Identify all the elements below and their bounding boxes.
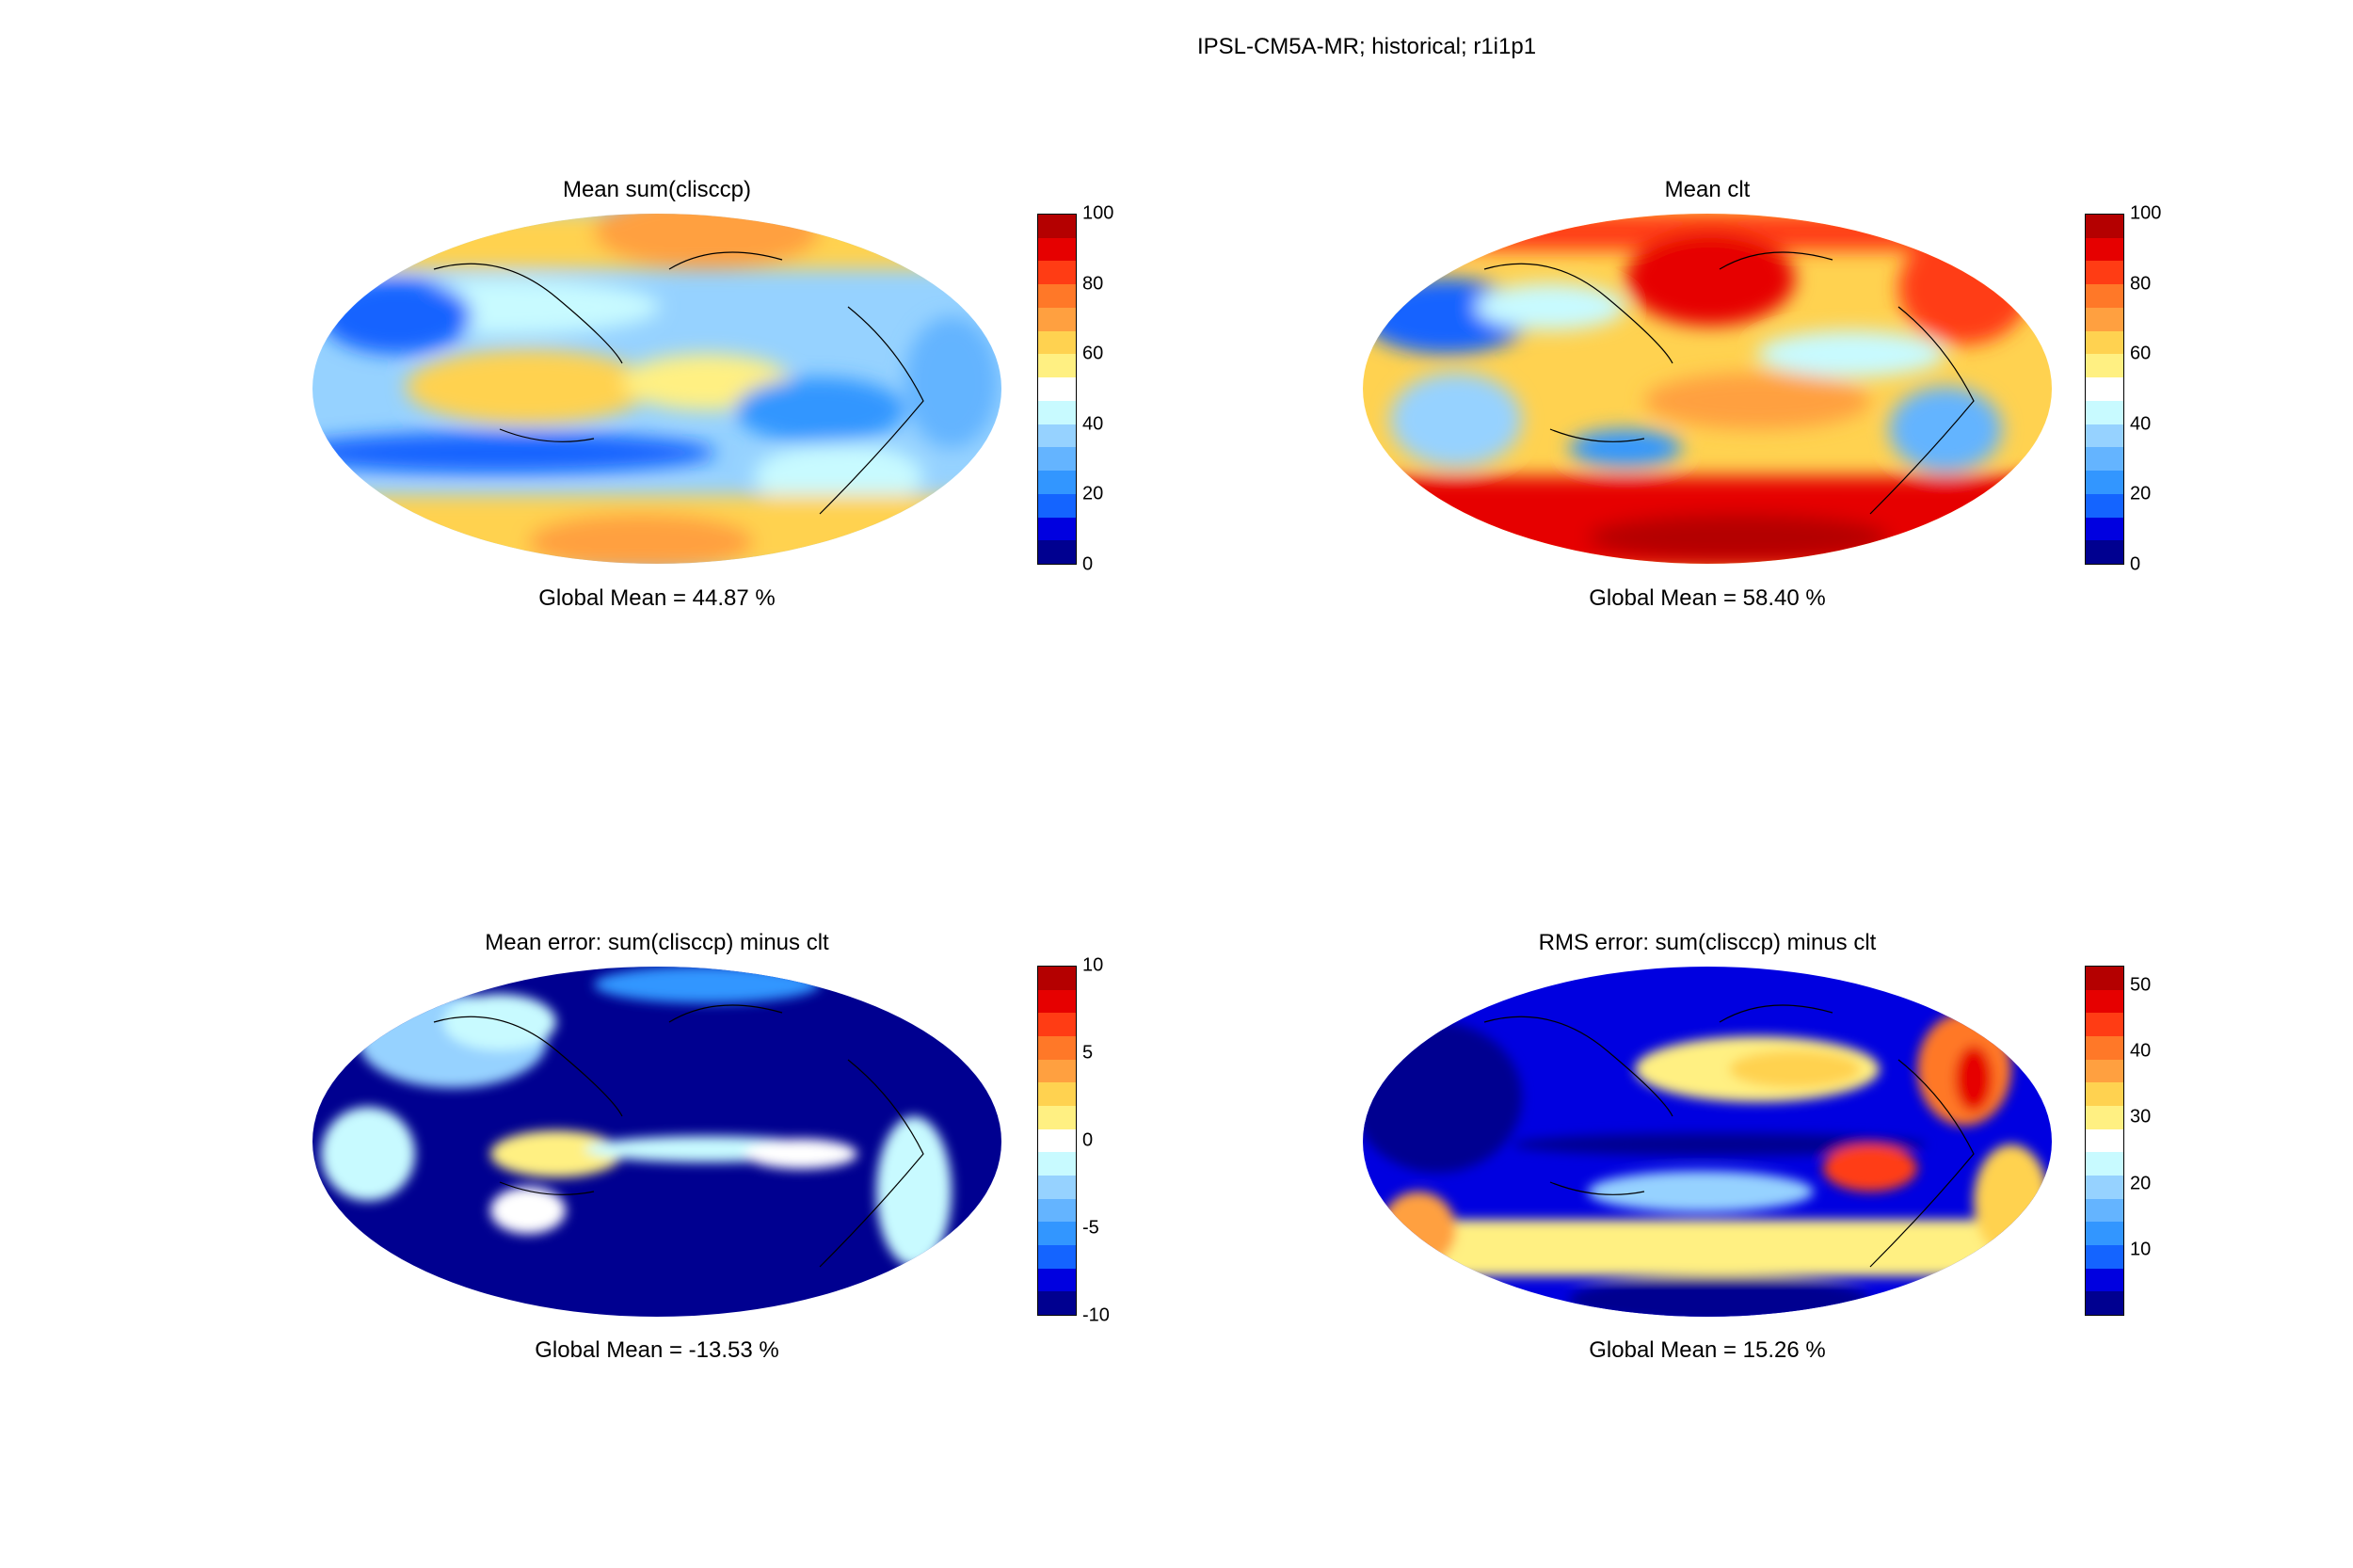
colorbar (1037, 214, 1077, 565)
tick-label: 20 (1082, 483, 1104, 504)
colorbar-segment (2086, 517, 2123, 541)
colorbar-segment (1038, 1013, 1076, 1036)
colorbar-segment (2086, 354, 2123, 378)
colorbar-segment (2086, 1128, 2123, 1153)
tick-label: 80 (2130, 273, 2152, 295)
colorbar-segment (1038, 284, 1076, 308)
colorbar-segment (2086, 237, 2123, 262)
colorbar-segment (1038, 377, 1076, 401)
colorbar-segment (2086, 966, 2123, 990)
map-mean-clt (1363, 214, 2052, 564)
tick-label: 5 (1082, 1042, 1094, 1064)
figure-title: IPSL-CM5A-MR; historical; r1i1p1 (1196, 34, 1537, 59)
colorbar-segment (2086, 330, 2123, 355)
map-rms-error (1363, 967, 2052, 1317)
colorbar-segment (1038, 471, 1076, 494)
colorbar-segment (1038, 1175, 1076, 1199)
colorbar-segment (2086, 1105, 2123, 1129)
colorbar-segment (2086, 1152, 2123, 1176)
tick-label: 60 (2130, 343, 2152, 364)
colorbar-segment (2086, 447, 2123, 472)
colorbar-segment (1038, 1268, 1076, 1292)
colorbar-segment (2086, 1175, 2123, 1199)
colorbar-segment (2086, 471, 2123, 494)
tick-label: 60 (1082, 343, 1104, 364)
colorbar-segment (2086, 424, 2123, 448)
colorbar-segment (1038, 517, 1076, 541)
tick-label: 0 (1082, 1129, 1094, 1151)
tick-label: 50 (2130, 974, 2152, 996)
colorbar-segment (1038, 989, 1076, 1014)
colorbar-segment (1038, 330, 1076, 355)
colorbar-segment (1038, 1291, 1076, 1315)
tick-label: 40 (2130, 1040, 2152, 1062)
global-mean-label: Global Mean = -13.53 % (535, 1337, 779, 1363)
global-mean-label: Global Mean = 58.40 % (1589, 585, 1826, 611)
colorbar-segment (1038, 1152, 1076, 1176)
tick-label: -5 (1082, 1217, 1099, 1239)
colorbar-segment (1038, 261, 1076, 285)
tick-label: 100 (1082, 202, 1114, 224)
colorbar-segment (1038, 400, 1076, 424)
colorbar-segment (1038, 1035, 1076, 1060)
tick-label: 30 (2130, 1106, 2152, 1128)
tick-label: 20 (2130, 1173, 2152, 1194)
colorbar-segment (2086, 1268, 2123, 1292)
colorbar-segment (2086, 1291, 2123, 1315)
colorbar-segment (1038, 1128, 1076, 1153)
colorbar-segment (2086, 284, 2123, 308)
colorbar-segment (2086, 400, 2123, 424)
tick-label: 40 (1082, 413, 1104, 435)
colorbar-segment (2086, 1059, 2123, 1083)
colorbar-segment (2086, 1035, 2123, 1060)
tick-label: 0 (2130, 553, 2141, 575)
map-mean-error (312, 967, 1001, 1317)
colorbar-segment (2086, 214, 2123, 238)
tick-label: 10 (2130, 1239, 2152, 1260)
colorbar-segment (1038, 1082, 1076, 1106)
colorbar-segment (1038, 1059, 1076, 1083)
colorbar (2085, 214, 2124, 565)
global-mean-label: Global Mean = 15.26 % (1589, 1337, 1826, 1363)
colorbar-segment (1038, 540, 1076, 564)
colorbar (1037, 966, 1077, 1316)
colorbar-segment (1038, 1198, 1076, 1223)
colorbar-segment (1038, 1244, 1076, 1269)
colorbar-segment (2086, 307, 2123, 331)
panel-title: Mean error: sum(clisccp) minus clt (485, 930, 829, 955)
tick-label: -10 (1082, 1304, 1110, 1326)
panel-title: Mean sum(clisccp) (562, 177, 752, 202)
colorbar-segment (2086, 493, 2123, 518)
colorbar-segment (1038, 354, 1076, 378)
colorbar-segment (2086, 1198, 2123, 1223)
colorbar-segment (1038, 447, 1076, 472)
colorbar-segment (2086, 377, 2123, 401)
colorbar-segment (2086, 261, 2123, 285)
tick-label: 0 (1082, 553, 1094, 575)
tick-label: 80 (1082, 273, 1104, 295)
colorbar-segment (1038, 966, 1076, 990)
colorbar-segment (2086, 1244, 2123, 1269)
panel-title: Mean clt (1664, 177, 1751, 202)
tick-label: 20 (2130, 483, 2152, 504)
colorbar-segment (2086, 1222, 2123, 1245)
map-mean-clisccp (312, 214, 1001, 564)
colorbar-segment (2086, 1082, 2123, 1106)
tick-label: 10 (1082, 954, 1104, 976)
tick-label: 40 (2130, 413, 2152, 435)
global-mean-label: Global Mean = 44.87 % (538, 585, 776, 611)
colorbar-segment (1038, 237, 1076, 262)
colorbar (2085, 966, 2124, 1316)
colorbar-segment (1038, 493, 1076, 518)
colorbar-segment (1038, 214, 1076, 238)
colorbar-segment (2086, 540, 2123, 564)
colorbar-segment (2086, 1013, 2123, 1036)
colorbar-segment (2086, 989, 2123, 1014)
tick-label: 100 (2130, 202, 2162, 224)
colorbar-segment (1038, 1222, 1076, 1245)
panel-title: RMS error: sum(clisccp) minus clt (1538, 930, 1877, 955)
colorbar-segment (1038, 307, 1076, 331)
colorbar-segment (1038, 424, 1076, 448)
colorbar-segment (1038, 1105, 1076, 1129)
